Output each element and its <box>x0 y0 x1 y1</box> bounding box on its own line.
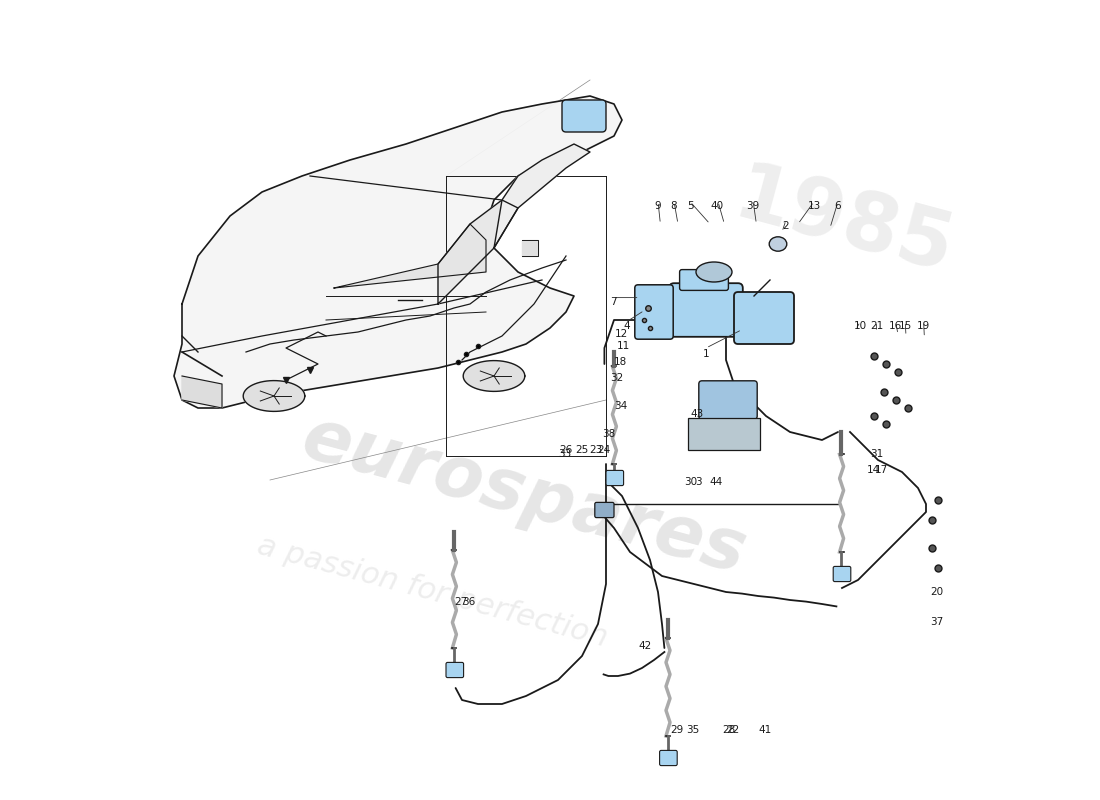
Polygon shape <box>522 240 538 256</box>
Polygon shape <box>438 200 518 304</box>
Text: 29: 29 <box>671 725 684 734</box>
Text: 43: 43 <box>691 410 704 419</box>
FancyBboxPatch shape <box>734 292 794 344</box>
Text: 40: 40 <box>711 202 724 211</box>
Text: 41: 41 <box>759 725 772 734</box>
FancyBboxPatch shape <box>833 566 850 582</box>
Text: 11: 11 <box>617 342 630 351</box>
Polygon shape <box>243 381 305 411</box>
Text: 9: 9 <box>654 202 661 211</box>
FancyBboxPatch shape <box>595 502 614 518</box>
Text: 23: 23 <box>588 445 602 454</box>
FancyBboxPatch shape <box>635 285 673 339</box>
Text: 32: 32 <box>610 373 624 382</box>
Text: 5: 5 <box>686 202 693 211</box>
Text: eurospares: eurospares <box>294 403 754 589</box>
Text: 15: 15 <box>899 322 912 331</box>
Text: 19: 19 <box>917 322 931 331</box>
Text: 22: 22 <box>726 725 739 734</box>
Text: 24: 24 <box>597 445 611 454</box>
Text: a passion for perfection: a passion for perfection <box>254 531 611 653</box>
Text: 35: 35 <box>686 725 700 734</box>
Text: 8: 8 <box>671 202 678 211</box>
Text: 25: 25 <box>575 445 589 454</box>
FancyBboxPatch shape <box>689 418 760 450</box>
Text: 37: 37 <box>930 618 943 627</box>
Text: 7: 7 <box>609 298 616 307</box>
FancyBboxPatch shape <box>680 270 728 290</box>
Text: 16: 16 <box>889 322 902 331</box>
Text: 26: 26 <box>560 445 573 454</box>
Text: 17: 17 <box>874 466 888 475</box>
FancyBboxPatch shape <box>446 662 463 678</box>
Text: 36: 36 <box>463 597 476 606</box>
FancyBboxPatch shape <box>669 283 742 337</box>
Text: 2: 2 <box>783 221 790 230</box>
FancyBboxPatch shape <box>660 750 678 766</box>
FancyBboxPatch shape <box>698 381 757 419</box>
Ellipse shape <box>696 262 732 282</box>
Text: 13: 13 <box>807 202 821 211</box>
Text: 6: 6 <box>835 201 842 210</box>
Text: 4: 4 <box>624 322 630 331</box>
Text: 42: 42 <box>639 642 652 651</box>
Text: 28: 28 <box>723 725 736 734</box>
Text: 38: 38 <box>602 429 615 438</box>
Text: 1985: 1985 <box>726 158 962 290</box>
Ellipse shape <box>769 237 786 251</box>
Polygon shape <box>334 224 486 288</box>
Text: 34: 34 <box>614 402 627 411</box>
Text: 44: 44 <box>710 477 723 486</box>
Text: 31: 31 <box>870 450 883 459</box>
Text: 1: 1 <box>703 349 710 358</box>
Polygon shape <box>174 96 622 408</box>
Text: 14: 14 <box>867 466 880 475</box>
Text: 20: 20 <box>930 587 943 597</box>
Text: 12: 12 <box>615 330 628 339</box>
Polygon shape <box>494 144 590 248</box>
Polygon shape <box>463 361 525 391</box>
Text: 27: 27 <box>454 597 467 606</box>
Text: 18: 18 <box>614 357 627 366</box>
Text: 30: 30 <box>684 477 697 486</box>
FancyBboxPatch shape <box>562 100 606 132</box>
Text: 21: 21 <box>870 322 883 331</box>
FancyBboxPatch shape <box>606 470 624 486</box>
Text: 39: 39 <box>747 202 760 211</box>
Polygon shape <box>182 376 222 408</box>
Text: 3: 3 <box>695 477 702 486</box>
Text: 10: 10 <box>854 322 867 331</box>
Text: 33: 33 <box>559 450 572 459</box>
